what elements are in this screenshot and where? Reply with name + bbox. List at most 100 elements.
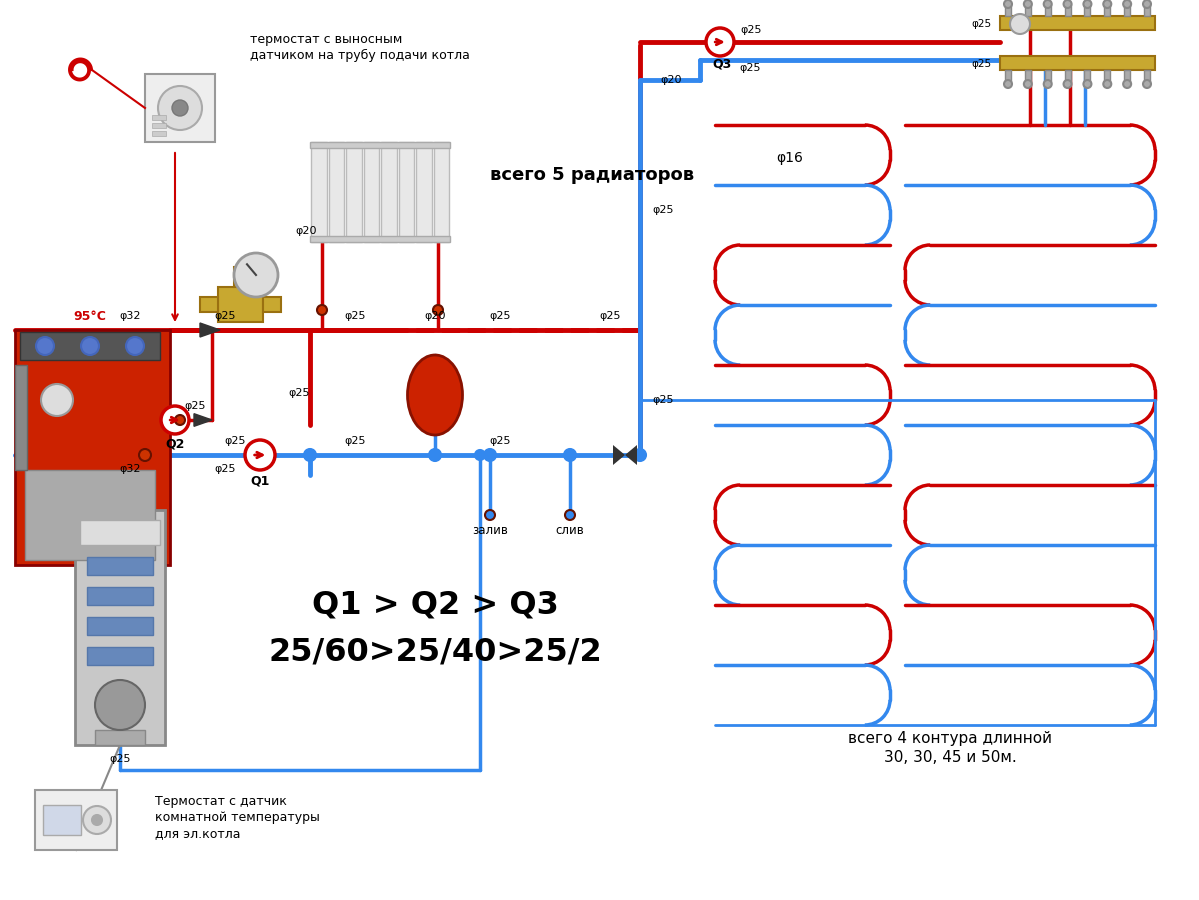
Text: залив: залив (472, 524, 508, 536)
Text: Q3: Q3 (712, 58, 731, 70)
Text: 25/60>25/40>25/2: 25/60>25/40>25/2 (269, 636, 602, 668)
Bar (1065, 70, 1071, 82)
Bar (234, 267, 247, 287)
Text: φ25: φ25 (740, 63, 760, 73)
Circle shape (486, 510, 495, 520)
Text: Термостат с датчик: Термостат с датчик (155, 796, 287, 808)
Circle shape (1103, 0, 1111, 8)
Bar (1025, 70, 1031, 82)
Text: всего 5 радиаторов: всего 5 радиаторов (490, 166, 694, 184)
Text: φ25: φ25 (972, 19, 992, 29)
Bar (88, 587, 153, 605)
Text: φ25: φ25 (344, 311, 366, 321)
Bar (218, 287, 263, 322)
Text: Q2: Q2 (165, 437, 185, 451)
Bar (1000, 56, 1155, 70)
Text: φ20: φ20 (659, 75, 681, 85)
Bar (80, 520, 159, 545)
Circle shape (1004, 80, 1012, 88)
Circle shape (175, 415, 185, 425)
Bar (152, 131, 165, 136)
Bar (1044, 4, 1050, 16)
Bar (88, 557, 153, 575)
Bar (88, 647, 153, 665)
Bar (1084, 4, 1090, 16)
Text: φ25: φ25 (185, 401, 206, 411)
Bar (347, 142, 362, 242)
Polygon shape (200, 323, 219, 337)
Circle shape (564, 449, 576, 461)
Polygon shape (625, 445, 637, 465)
Circle shape (475, 450, 486, 460)
Bar (25, 470, 155, 560)
Text: датчиком на трубу подачи котла: датчиком на трубу подачи котла (251, 49, 470, 61)
Bar (88, 617, 153, 635)
Bar (1104, 70, 1110, 82)
Text: термостат с выносным: термостат с выносным (251, 33, 403, 47)
Text: φ25: φ25 (652, 395, 674, 405)
Circle shape (1010, 14, 1030, 34)
Bar (311, 142, 450, 148)
Text: φ25: φ25 (224, 436, 246, 446)
Bar (263, 297, 281, 312)
Text: φ25: φ25 (344, 436, 366, 446)
Text: φ25: φ25 (109, 754, 131, 764)
Circle shape (82, 337, 100, 355)
Bar (1144, 4, 1150, 16)
Bar (95, 730, 145, 745)
Polygon shape (194, 414, 212, 427)
Bar (1125, 70, 1131, 82)
Text: φ25: φ25 (600, 311, 621, 321)
Bar (16, 365, 28, 470)
Circle shape (1103, 80, 1111, 88)
Polygon shape (613, 445, 625, 465)
Bar (1000, 16, 1155, 30)
Text: φ25: φ25 (215, 464, 236, 474)
Circle shape (161, 406, 189, 434)
Circle shape (634, 449, 646, 461)
Bar (381, 142, 397, 242)
Circle shape (1064, 0, 1072, 8)
Text: слив: слив (555, 524, 584, 536)
Circle shape (484, 449, 496, 461)
Text: φ32: φ32 (119, 311, 140, 321)
Text: Q1 > Q2 > Q3: Q1 > Q2 > Q3 (312, 590, 559, 620)
Text: φ32: φ32 (119, 464, 140, 474)
Ellipse shape (408, 355, 463, 435)
Text: 95°C: 95°C (73, 310, 107, 322)
Circle shape (305, 449, 317, 461)
Text: Q1: Q1 (251, 474, 270, 488)
Bar (1125, 4, 1131, 16)
Text: φ25: φ25 (972, 59, 992, 69)
Circle shape (1084, 0, 1091, 8)
Bar (1144, 70, 1150, 82)
Bar (1065, 4, 1071, 16)
Bar (20, 332, 159, 360)
Circle shape (1123, 0, 1131, 8)
Circle shape (433, 305, 442, 315)
Circle shape (706, 28, 734, 56)
Bar (152, 115, 165, 120)
Circle shape (171, 100, 188, 116)
Circle shape (245, 440, 275, 470)
Bar (311, 236, 450, 242)
Text: φ25: φ25 (215, 311, 236, 321)
Bar (145, 74, 215, 142)
Text: φ20: φ20 (295, 226, 317, 236)
Bar (416, 142, 432, 242)
Bar (1025, 4, 1031, 16)
Circle shape (1064, 80, 1072, 88)
Circle shape (1024, 80, 1032, 88)
Text: φ20: φ20 (424, 311, 446, 321)
Text: всего 4 контура длинной: всего 4 контура длинной (848, 731, 1052, 745)
Bar (1005, 4, 1011, 16)
Bar (1084, 70, 1090, 82)
Circle shape (36, 337, 54, 355)
Circle shape (429, 449, 441, 461)
Text: φ25: φ25 (489, 311, 511, 321)
Circle shape (158, 86, 201, 130)
Circle shape (1043, 80, 1052, 88)
Text: φ25: φ25 (652, 205, 674, 215)
Circle shape (95, 680, 145, 730)
Bar (1005, 70, 1011, 82)
